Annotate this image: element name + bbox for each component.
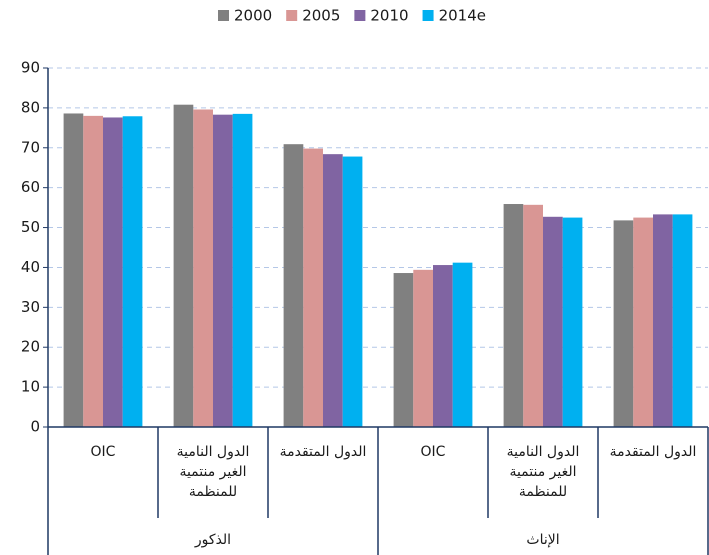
bar (63, 113, 84, 428)
legend-swatch (286, 10, 298, 21)
group-label: الذكور (194, 532, 231, 548)
bar (452, 262, 473, 427)
bar (303, 148, 323, 427)
y-tick-label: 0 (30, 418, 40, 436)
bar (83, 115, 103, 427)
x-tick-label: OIC (91, 444, 116, 460)
y-tick-label: 90 (21, 59, 40, 77)
y-tick-label: 60 (21, 178, 40, 196)
legend-label: 2005 (302, 7, 340, 25)
bar (342, 156, 363, 427)
y-tick-label: 30 (21, 298, 40, 316)
group-label: الإناث (526, 532, 559, 548)
bar (173, 104, 194, 427)
bar (103, 117, 123, 427)
bar (613, 220, 634, 427)
legend-swatch (422, 10, 434, 21)
bar (323, 154, 343, 427)
bar (283, 144, 304, 427)
legend-swatch (218, 10, 229, 21)
legend-label: 2014e (439, 7, 486, 25)
x-tick-label: الدول النامية الغير منتمية للمنظمة (177, 444, 250, 500)
bar (523, 204, 543, 427)
bar (122, 116, 143, 427)
y-tick-label: 20 (21, 338, 40, 356)
legend-label: 2000 (234, 7, 272, 25)
y-tick-label: 40 (21, 258, 40, 276)
bar (633, 217, 653, 427)
y-tick-label: 80 (21, 98, 40, 116)
bar (213, 114, 233, 428)
bar (672, 214, 693, 427)
x-tick-label: الدول المتقدمة (610, 444, 697, 460)
bar (393, 273, 414, 427)
x-tick-label: الدول المتقدمة (280, 444, 367, 460)
legend-label: 2010 (370, 7, 408, 25)
y-tick-label: 50 (21, 218, 40, 236)
bar (503, 204, 524, 427)
bar (562, 217, 583, 427)
legend-swatch (354, 10, 366, 21)
x-tick-label: الدول النامية الغير منتمية للمنظمة (507, 444, 580, 500)
bar (193, 109, 213, 428)
y-tick-label: 10 (21, 378, 40, 396)
x-tick-label: OIC (421, 444, 446, 460)
bar (543, 216, 563, 427)
y-tick-label: 70 (21, 138, 40, 156)
bar (653, 214, 673, 427)
bar (413, 269, 433, 427)
bar (232, 113, 253, 427)
bar (433, 265, 453, 427)
